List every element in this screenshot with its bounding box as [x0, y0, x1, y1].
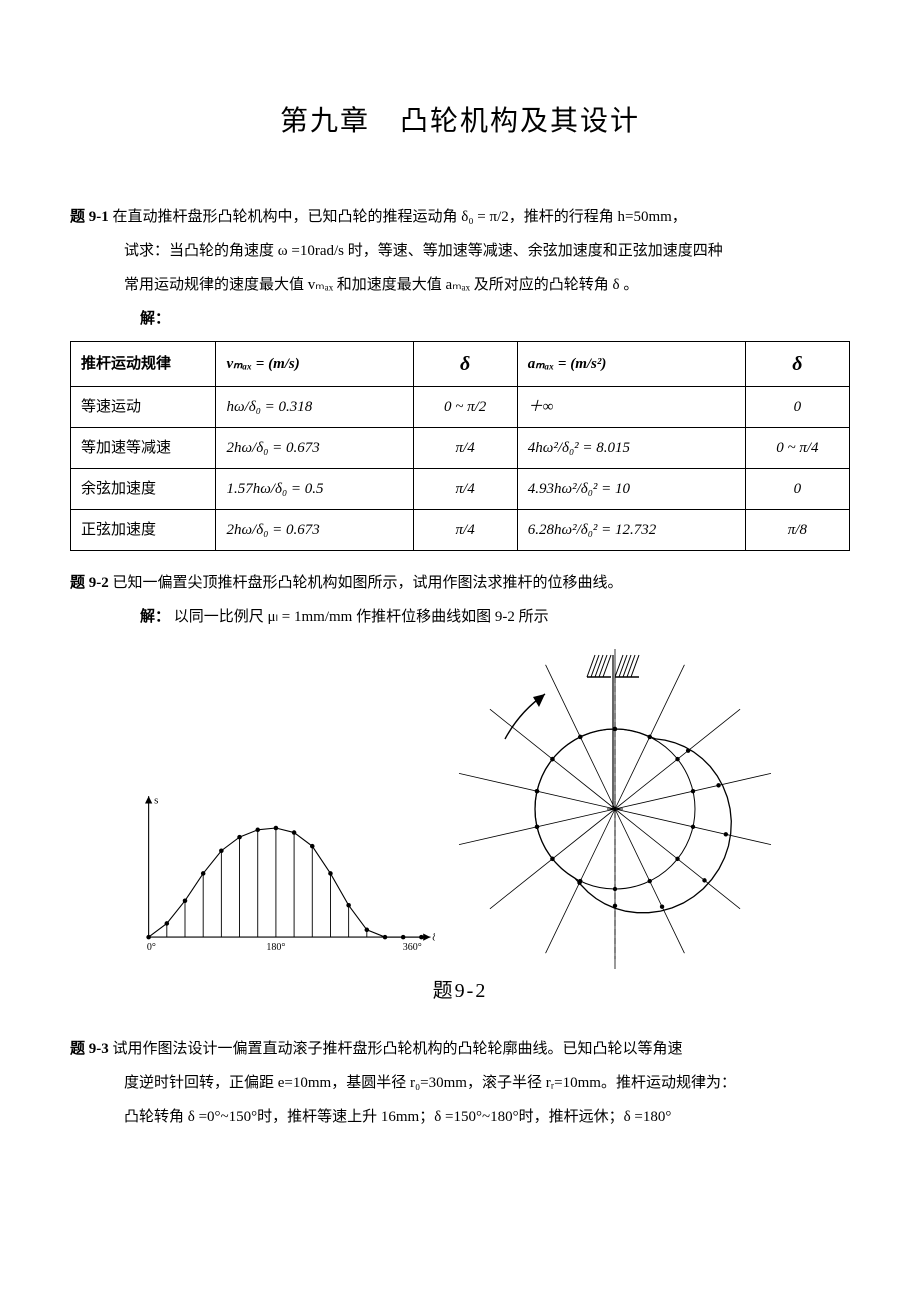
- table-cell: 0: [745, 386, 849, 427]
- table-header: vₘₐₓ = (m/s): [216, 341, 413, 386]
- q1-text3: 常用运动规律的速度最大值 vₘₐₓ 和加速度最大值 aₘₐₓ 及所对应的凸轮转角…: [70, 273, 850, 297]
- q3-text2: 度逆时针回转，正偏距 e=10mm，基圆半径 r₀=30mm，滚子半径 rᵣ=1…: [70, 1071, 850, 1095]
- table-row: 等加速等减速2hω/δ₀ = 0.673π/44hω²/δ₀² = 8.0150…: [71, 427, 850, 468]
- table-header: 推杆运动规律: [71, 341, 216, 386]
- table-cell: 2hω/δ₀ = 0.673: [216, 427, 413, 468]
- chapter-title: 第九章 凸轮机构及其设计: [70, 100, 850, 145]
- table-cell: 0: [745, 468, 849, 509]
- figure-caption: 题9-2: [70, 975, 850, 1007]
- table-cell: 2hω/δ₀ = 0.673: [216, 509, 413, 550]
- q1-text2: 试求：当凸轮的角速度 ω =10rad/s 时，等速、等加速等减速、余弦加速度和…: [70, 239, 850, 263]
- q2-text1: 已知一偏置尖顶推杆盘形凸轮机构如图所示，试用作图法求推杆的位移曲线。: [113, 575, 623, 591]
- svg-text:0°: 0°: [147, 942, 156, 953]
- table-cell: 正弦加速度: [71, 509, 216, 550]
- table-cell: π/4: [413, 509, 517, 550]
- q3-text1: 试用作图法设计一偏置直动滚子推杆盘形凸轮机构的凸轮轮廓曲线。已知凸轮以等角速: [113, 1041, 683, 1057]
- q3-label: 题 9-3: [70, 1041, 109, 1057]
- table-cell: π/4: [413, 468, 517, 509]
- q3-block: 题 9-3 试用作图法设计一偏置直动滚子推杆盘形凸轮机构的凸轮轮廓曲线。已知凸轮…: [70, 1037, 850, 1061]
- table-cell: 等速运动: [71, 386, 216, 427]
- q2-label: 题 9-2: [70, 575, 109, 591]
- table-header: aₘₐₓ = (m/s²): [517, 341, 745, 386]
- q1-label: 题 9-1: [70, 209, 109, 225]
- table-cell: 0 ~ π/2: [413, 386, 517, 427]
- q1-block: 题 9-1 在直动推杆盘形凸轮机构中，已知凸轮的推程运动角 δ₀ = π/2，推…: [70, 205, 850, 229]
- table-cell: 0 ~ π/4: [745, 427, 849, 468]
- figure-9-2: s δ 0° 180° 360°: [70, 649, 850, 969]
- q2-solve-line: 解： 以同一比例尺 μₗ = 1mm/mm 作推杆位移曲线如图 9-2 所示: [70, 605, 850, 629]
- table-row: 等速运动hω/δ₀ = 0.3180 ~ π/2＋∞0: [71, 386, 850, 427]
- table-cell: 6.28hω²/δ₀² = 12.732: [517, 509, 745, 550]
- table-cell: 4hω²/δ₀² = 8.015: [517, 427, 745, 468]
- table-row: 余弦加速度1.57hω/δ₀ = 0.5π/44.93hω²/δ₀² = 100: [71, 468, 850, 509]
- svg-text:180°: 180°: [266, 942, 285, 953]
- table-cell: π/4: [413, 427, 517, 468]
- q1-text1: 在直动推杆盘形凸轮机构中，已知凸轮的推程运动角 δ₀ = π/2，推杆的行程角 …: [113, 209, 687, 225]
- svg-text:δ: δ: [432, 932, 435, 944]
- svg-text:s: s: [154, 794, 158, 806]
- table-row: 正弦加速度2hω/δ₀ = 0.673π/46.28hω²/δ₀² = 12.7…: [71, 509, 850, 550]
- table-header: δ: [745, 341, 849, 386]
- q3-text3: 凸轮转角 δ =0°~150°时，推杆等速上升 16mm；δ =150°~180…: [70, 1105, 850, 1129]
- q2-text2: 以同一比例尺 μₗ = 1mm/mm 作推杆位移曲线如图 9-2 所示: [174, 609, 549, 625]
- motion-table: 推杆运动规律vₘₐₓ = (m/s)δaₘₐₓ = (m/s²)δ 等速运动hω…: [70, 341, 850, 551]
- table-cell: 等加速等减速: [71, 427, 216, 468]
- q1-solve: 解：: [70, 307, 850, 331]
- table-cell: 4.93hω²/δ₀² = 10: [517, 468, 745, 509]
- table-header: δ: [413, 341, 517, 386]
- table-cell: 1.57hω/δ₀ = 0.5: [216, 468, 413, 509]
- displacement-curve: s δ 0° 180° 360°: [135, 787, 435, 969]
- table-cell: 余弦加速度: [71, 468, 216, 509]
- table-cell: π/8: [745, 509, 849, 550]
- q2-block: 题 9-2 已知一偏置尖顶推杆盘形凸轮机构如图所示，试用作图法求推杆的位移曲线。: [70, 571, 850, 595]
- q2-solve: 解：: [140, 609, 170, 625]
- svg-text:360°: 360°: [403, 942, 422, 953]
- table-cell: hω/δ₀ = 0.318: [216, 386, 413, 427]
- cam-diagram: [445, 649, 785, 969]
- table-cell: ＋∞: [517, 386, 745, 427]
